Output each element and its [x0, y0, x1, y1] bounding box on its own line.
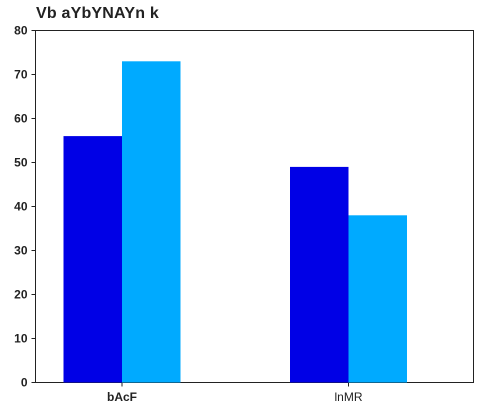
y-tick-label: 50: [14, 156, 28, 170]
bar-bAcF-series-1: [63, 136, 122, 383]
y-tick-label: 40: [14, 200, 28, 214]
y-tick-label: 60: [14, 112, 28, 126]
y-tick-label: 20: [14, 288, 28, 302]
bar-lnMR-series-1: [290, 166, 349, 383]
y-tick-label: 30: [14, 244, 28, 258]
y-tick-label: 80: [14, 24, 28, 38]
x-axis: bAcF lnMR: [107, 382, 363, 404]
y-tick-label: 10: [14, 332, 28, 346]
x-tick-label-lnMR: lnMR: [334, 390, 362, 404]
bar-bAcF-series-2: [122, 61, 181, 383]
y-tick-label: 0: [21, 376, 28, 390]
x-tick-label-bAcF: bAcF: [107, 390, 137, 404]
y-tick-label: 70: [14, 68, 28, 82]
chart-title: Vb aYbYNAYn k: [36, 5, 159, 22]
y-axis: 0 10 20 30 40 50 60 70 80: [14, 24, 36, 390]
bars: [63, 61, 407, 383]
bar-lnMR-series-2: [348, 215, 407, 383]
